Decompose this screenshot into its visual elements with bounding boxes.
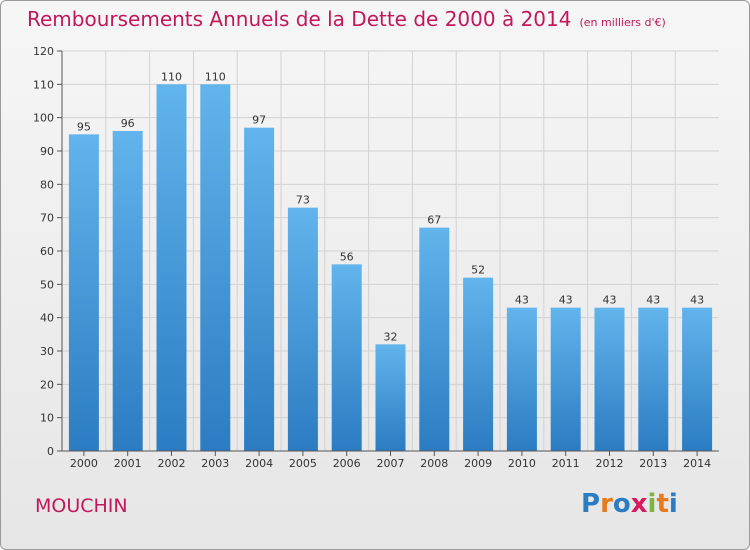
y-tick-label: 80	[40, 178, 54, 191]
x-tick-label-2000: 2000	[70, 457, 98, 470]
y-tick-label: 60	[40, 245, 54, 258]
data-label-2009: 52	[471, 264, 485, 277]
bar-2007	[375, 344, 406, 451]
chart-title: Remboursements Annuels de la Dette de 20…	[27, 7, 666, 31]
bar-2000	[68, 134, 99, 452]
y-tick-label: 0	[47, 445, 54, 458]
x-tick-label-2009: 2009	[464, 457, 492, 470]
logo-letter: o	[612, 489, 631, 519]
data-label-2012: 43	[603, 294, 617, 307]
y-tick-label: 40	[40, 312, 54, 325]
data-label-2011: 43	[559, 294, 573, 307]
bar-2008	[419, 227, 450, 451]
y-tick-label: 20	[40, 378, 54, 391]
axes: 0 10 20 30 40 50 60 70 80 90 100 110 120 2000 2001 2002…	[33, 45, 719, 470]
bar-2010	[506, 307, 537, 451]
data-label-2000: 95	[77, 120, 91, 133]
chart-subtitle: (en milliers d'€)	[579, 16, 666, 29]
x-tick-label-2010: 2010	[508, 457, 536, 470]
bar-2012	[594, 307, 625, 451]
x-tick-label-2003: 2003	[201, 457, 229, 470]
commune-name: MOUCHIN	[35, 495, 128, 517]
x-tick-label-2012: 2012	[596, 457, 624, 470]
x-tick-label-2014: 2014	[683, 457, 711, 470]
logo-letter: x	[630, 489, 648, 519]
bar-2005	[287, 207, 318, 451]
bar-2011	[550, 307, 581, 451]
y-tick-label: 120	[33, 45, 54, 58]
x-tick-label-2007: 2007	[377, 457, 405, 470]
y-tick-label: 110	[33, 78, 54, 91]
bar-2004	[244, 127, 275, 452]
data-label-2007: 32	[384, 330, 398, 343]
x-tick-label-2011: 2011	[552, 457, 580, 470]
bar-2006	[331, 264, 362, 451]
bar-2009	[463, 277, 494, 451]
bar-2013	[638, 307, 669, 451]
data-label-2003: 110	[205, 70, 226, 83]
logo-letter: i	[647, 489, 657, 519]
y-tick-label: 100	[33, 112, 54, 125]
x-tick-label-2004: 2004	[245, 457, 273, 470]
data-label-2005: 73	[296, 194, 310, 207]
bar-2003	[200, 84, 231, 451]
proxiti-logo: Proxiti	[581, 489, 678, 519]
x-tick-label-2002: 2002	[158, 457, 186, 470]
bar-2002	[156, 84, 187, 451]
bar-2001	[112, 131, 143, 451]
logo-letter: P	[581, 489, 601, 519]
y-tick-label: 50	[40, 278, 54, 291]
data-label-2010: 43	[515, 294, 529, 307]
data-label-2002: 110	[161, 70, 182, 83]
logo-letter: t	[656, 489, 669, 519]
x-tick-label-2013: 2013	[639, 457, 667, 470]
data-label-2013: 43	[646, 294, 660, 307]
y-tick-label: 90	[40, 145, 54, 158]
x-tick-label-2005: 2005	[289, 457, 317, 470]
bars: 95 96 110 110 97 73 56 32 67 52 43 43 43 43 43	[68, 70, 713, 452]
x-tick-label-2001: 2001	[114, 457, 142, 470]
y-tick-label: 70	[40, 212, 54, 225]
logo-letter: i	[668, 489, 678, 519]
y-tick-label: 30	[40, 345, 54, 358]
data-label-2008: 67	[427, 214, 441, 227]
bar-2014	[682, 307, 713, 451]
data-label-2001: 96	[121, 117, 135, 130]
data-label-2004: 97	[252, 114, 266, 127]
data-label-2014: 43	[690, 294, 704, 307]
data-label-2006: 56	[340, 250, 354, 263]
chart-title-main: Remboursements Annuels de la Dette de 20…	[27, 7, 572, 31]
y-tick-label: 10	[40, 412, 54, 425]
x-tick-label-2006: 2006	[333, 457, 361, 470]
x-tick-label-2008: 2008	[420, 457, 448, 470]
logo-letter: r	[600, 489, 613, 519]
